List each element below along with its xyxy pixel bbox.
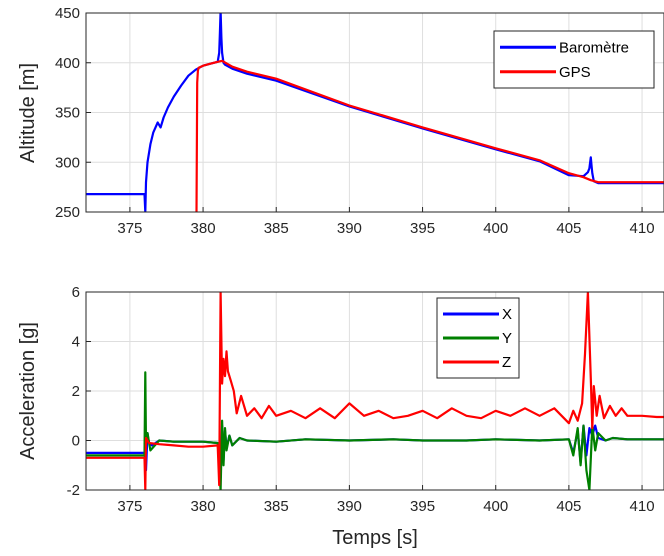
acceleration-x-tick-label: 395 (410, 498, 435, 515)
acceleration-y-tick-label: 0 (72, 433, 80, 450)
altitude-x-tick-label: 380 (191, 220, 216, 237)
altitude-legend-box (493, 30, 655, 89)
acceleration-chart: 375 380 385 390 395 400 405 410 -2 0 2 4 6 Accelerat… (17, 284, 664, 549)
altitude-y-tick-label: 450 (55, 5, 80, 22)
altitude-x-tick-label: 385 (264, 220, 289, 237)
altitude-x-tick-label: 405 (556, 220, 581, 237)
altitude-x-tick-label: 395 (410, 220, 435, 237)
acceleration-y-tick-label: 6 (72, 284, 80, 301)
acceleration-y-tick-label: -2 (67, 482, 80, 499)
altitude-chart: 375 380 385 390 395 400 405 410250300350400450 … (17, 5, 664, 237)
acceleration-y-tick-label: 4 (72, 334, 80, 351)
altitude-y-tick-label: 350 (55, 105, 80, 122)
altitude-y-tick-label: 300 (55, 154, 80, 171)
acceleration-x-tick-label: 405 (556, 498, 581, 515)
altitude-legend-label: GPS (559, 64, 591, 81)
altitude-x-tick-label: 400 (483, 220, 508, 237)
acceleration-ticks: 375 380 385 390 395 400 405 410 -2 0 2 4 6 (67, 284, 655, 515)
altitude-y-axis-label: Altitude [m] (17, 63, 39, 163)
acceleration-series-y-line (86, 371, 664, 490)
acceleration-y-axis-label: Acceleration [g] (17, 322, 39, 460)
altitude-series-barom-tre-line (86, 13, 664, 212)
acceleration-legend: XYZ (436, 297, 520, 379)
acceleration-x-tick-label: 375 (117, 498, 142, 515)
acceleration-x-tick-label: 390 (337, 498, 362, 515)
acceleration-x-tick-label: 410 (630, 498, 655, 515)
altitude-y-tick-label: 250 (55, 204, 80, 221)
altitude-x-tick-label: 375 (117, 220, 142, 237)
acceleration-legend-label: Y (502, 330, 512, 347)
acceleration-x-tick-label: 400 (483, 498, 508, 515)
altitude-series-gps-line (195, 59, 664, 212)
altitude-x-tick-label: 410 (630, 220, 655, 237)
acceleration-x-tick-label: 385 (264, 498, 289, 515)
acceleration-legend-label: Z (502, 354, 511, 371)
acceleration-x-tick-label: 380 (191, 498, 216, 515)
altitude-y-tick-label: 400 (55, 55, 80, 72)
acceleration-y-tick-label: 2 (72, 383, 80, 400)
altitude-x-tick-label: 390 (337, 220, 362, 237)
altitude-legend-label: Baromètre (559, 39, 629, 56)
acceleration-x-axis-label: Temps [s] (332, 527, 418, 549)
acceleration-series-z-line (86, 292, 664, 490)
altitude-legend: Baromètre GPS (493, 30, 655, 89)
altitude-series (86, 13, 664, 212)
acceleration-series (86, 292, 664, 490)
acceleration-legend-label: X (502, 306, 512, 323)
altitude-ticks: 375 380 385 390 395 400 405 410 250 300 350 400 450 (55, 5, 655, 237)
